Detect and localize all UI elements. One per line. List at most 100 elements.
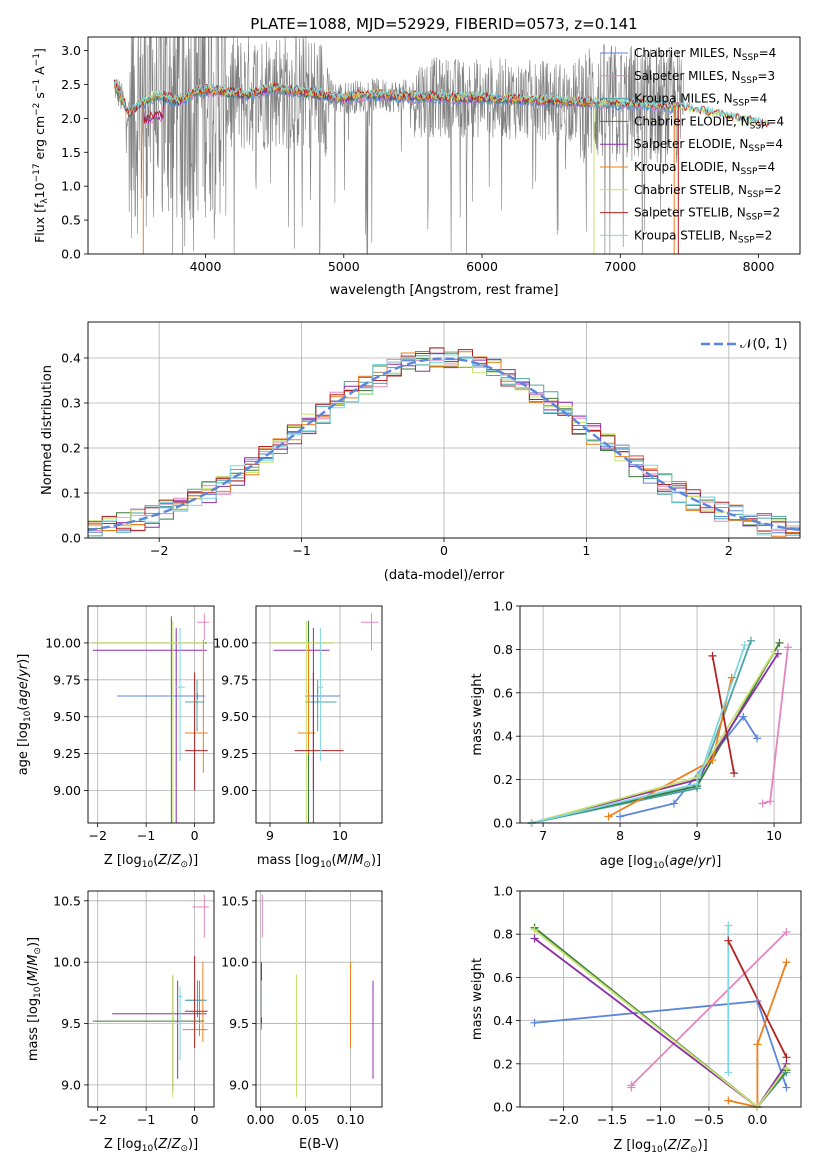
y-tick-label: 10.0 bbox=[53, 955, 81, 970]
y-axis-label: age [log10(age/yr)] bbox=[16, 654, 33, 776]
y-tick-label: 0.0 bbox=[61, 247, 81, 262]
x-tick-label: 0 bbox=[191, 1112, 199, 1127]
x-tick-label: −1.5 bbox=[597, 1112, 627, 1127]
weight-point bbox=[758, 799, 767, 808]
x-tick-label: 0 bbox=[440, 543, 448, 558]
y-tick-label: 9.75 bbox=[221, 672, 249, 687]
y-tick-label: 10.00 bbox=[213, 635, 249, 650]
axes-frame bbox=[87, 36, 801, 255]
x-axis-label: Z [log10(Z/Z⊙)] bbox=[104, 1137, 198, 1154]
x-tick-label: 5000 bbox=[328, 259, 360, 274]
weight-point bbox=[753, 997, 762, 1006]
y-tick-label: 0.5 bbox=[61, 213, 81, 228]
weight-point bbox=[739, 712, 748, 721]
weight-point bbox=[753, 1040, 762, 1049]
weight-line-miles_chabrier bbox=[619, 715, 758, 818]
weight-point bbox=[669, 799, 678, 808]
y-tick-label: 0.8 bbox=[493, 927, 513, 942]
weight-line-elodie_kroupa bbox=[608, 677, 733, 818]
axes-frame bbox=[519, 605, 802, 824]
y-tick-label: 9.75 bbox=[53, 672, 81, 687]
x-tick-label: 9 bbox=[693, 828, 701, 843]
weight-line-elodie_kroupa bbox=[728, 961, 788, 1107]
weight-point bbox=[766, 797, 775, 806]
weight-point bbox=[727, 673, 736, 682]
legend-entry: Chabrier ELODIE, NSSP=4 bbox=[634, 114, 784, 131]
weight-point bbox=[775, 638, 784, 647]
y-tick-label: 0.2 bbox=[61, 441, 81, 456]
y-axis-label: Normed distribution bbox=[40, 365, 55, 495]
plot-area bbox=[260, 894, 374, 1098]
weight-line-stelib_kroupa bbox=[531, 644, 746, 823]
axes-frame bbox=[255, 890, 383, 1108]
weight-point bbox=[530, 1018, 539, 1027]
y-tick-label: 0.0 bbox=[493, 816, 513, 831]
y-tick-label: 9.0 bbox=[229, 1077, 249, 1092]
x-tick-label: 7000 bbox=[604, 259, 636, 274]
x-tick-label: −1.0 bbox=[645, 1112, 675, 1127]
y-tick-label: 0.4 bbox=[493, 1013, 513, 1028]
x-tick-label: 8 bbox=[616, 828, 624, 843]
y-tick-label: 9.50 bbox=[53, 709, 81, 724]
x-tick-label: 0.05 bbox=[292, 1112, 320, 1127]
mass_vs_ebv-panel: 0.00 0.05 0.10 9.0 9.5 10.0 10.5 E(B-V) bbox=[221, 890, 383, 1152]
weight-point bbox=[724, 1096, 733, 1105]
legend-entry: Salpeter STELIB, NSSP=2 bbox=[634, 206, 780, 223]
weight-line-stelib_chabrier bbox=[533, 929, 788, 1107]
y-tick-label: 0.4 bbox=[493, 729, 513, 744]
weight-point bbox=[693, 779, 702, 788]
x-tick-label: 10 bbox=[766, 828, 782, 843]
y-tick-label: 2.0 bbox=[61, 111, 81, 126]
weight-point bbox=[604, 812, 613, 821]
x-tick-label: 4000 bbox=[190, 259, 222, 274]
x-axis-label: age [log10(age/yr)] bbox=[600, 854, 722, 871]
y-tick-label: 10.5 bbox=[53, 893, 81, 908]
y-tick-label: 9.25 bbox=[221, 746, 249, 761]
weight-line-elodie_chabrier bbox=[531, 642, 781, 823]
y-tick-label: 0.8 bbox=[493, 642, 513, 657]
plot-area bbox=[88, 347, 800, 538]
data-spectrum-line bbox=[114, 37, 684, 254]
weight-point bbox=[783, 643, 792, 652]
legend: Chabrier MILES, NSSP=4 Salpeter MILES, NS… bbox=[600, 46, 784, 245]
x-tick-label: −1 bbox=[137, 828, 155, 843]
y-tick-label: 0.0 bbox=[493, 1100, 513, 1115]
x-tick-label: −1 bbox=[292, 543, 310, 558]
x-axis-label: Z [log10(Z/Z⊙)] bbox=[613, 1138, 707, 1155]
model-spectrum-stelib_kroupa bbox=[113, 81, 770, 127]
x-axis-label: wavelength [Angstrom, rest frame] bbox=[330, 283, 559, 298]
weight-point bbox=[724, 936, 733, 945]
weight-point bbox=[782, 1064, 791, 1073]
legend-entry: Chabrier MILES, NSSP=4 bbox=[634, 46, 776, 63]
weight-point bbox=[616, 812, 625, 821]
weight-point bbox=[746, 636, 755, 645]
residuals-panel: −2 −1 0 1 2 0.0 0.1 0.2 0.3 0.4 (data-model)/error… bbox=[40, 321, 801, 583]
weight_vs_Z-panel: −2.0 −1.5 −1.0 −0.5 0.0 0.0 0.2 0.4 0.6 0.8 1.0 Z [… bbox=[470, 884, 802, 1155]
weight-line-stelib_salpeter bbox=[711, 655, 735, 774]
y-tick-label: 0.2 bbox=[493, 772, 513, 787]
y-tick-label: 9.0 bbox=[61, 1077, 81, 1092]
x-tick-label: 9 bbox=[266, 828, 274, 843]
axes-frame bbox=[87, 605, 215, 824]
y-tick-label: 0.6 bbox=[493, 685, 513, 700]
plot-area bbox=[531, 640, 789, 823]
y-tick-label: 10.0 bbox=[221, 955, 249, 970]
y-tick-label: 9.00 bbox=[53, 783, 81, 798]
x-tick-label: 6000 bbox=[466, 259, 498, 274]
x-tick-label: −2 bbox=[88, 828, 106, 843]
legend-entry: Chabrier STELIB, NSSP=2 bbox=[634, 183, 782, 200]
x-tick-label: 7 bbox=[539, 828, 547, 843]
x-axis-label: (data-model)/error bbox=[384, 568, 505, 583]
x-tick-label: −2.0 bbox=[548, 1112, 578, 1127]
weight-line-miles_kroupa bbox=[531, 640, 752, 823]
weight-point bbox=[782, 928, 791, 937]
y-tick-label: 9.5 bbox=[229, 1016, 249, 1031]
y-tick-label: 0.6 bbox=[493, 970, 513, 985]
x-tick-label: −2 bbox=[88, 1112, 106, 1127]
model-spectrum-miles_kroupa bbox=[142, 85, 676, 113]
weight-point bbox=[770, 647, 779, 656]
legend-entry: Salpeter MILES, NSSP=3 bbox=[634, 69, 775, 86]
y-tick-label: 9.00 bbox=[221, 783, 249, 798]
weight-point bbox=[627, 1081, 636, 1090]
